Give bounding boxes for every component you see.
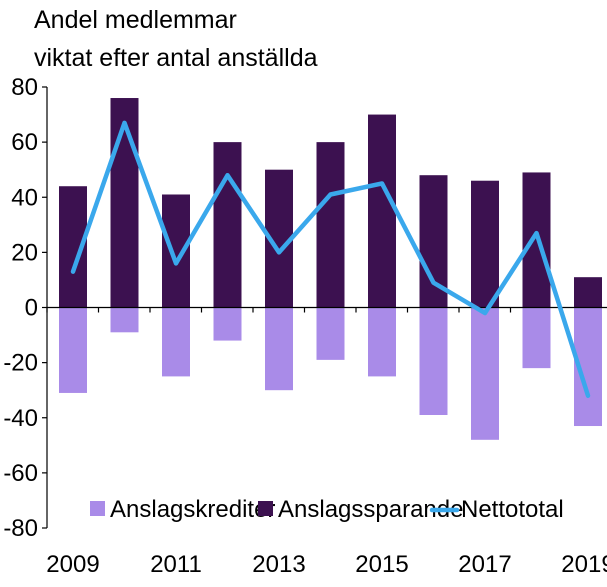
y-tick-label: -20 <box>3 350 38 377</box>
x-tick-label-2013: 2013 <box>252 551 305 578</box>
chart-title-line-1: Andel medlemmar <box>34 6 237 34</box>
legend-label: Nettototal <box>461 496 564 523</box>
bar-anslagskrediter-2012 <box>213 307 242 341</box>
y-tick-label: 60 <box>11 129 38 156</box>
bar-anslagskrediter-2013 <box>265 307 293 391</box>
legend-label: Anslagskrediter <box>110 496 275 523</box>
legend-swatch <box>258 501 273 516</box>
x-tick-label-2019: 2019 <box>561 551 607 578</box>
bar-anslagssparande-2015 <box>368 114 396 308</box>
bar-anslagssparande-2012 <box>213 142 242 308</box>
y-tick-label: 20 <box>11 239 38 266</box>
y-tick-label: 80 <box>11 74 38 101</box>
y-tick-label: 0 <box>25 295 38 322</box>
bar-anslagssparande-2017 <box>471 180 499 308</box>
anslagskrediter-bars <box>59 307 602 440</box>
x-tick-label-2009: 2009 <box>46 551 99 578</box>
bar-anslagssparande-2014 <box>316 142 345 308</box>
y-tick-label: -40 <box>3 405 38 432</box>
y-axis: 80 60 40 20 0 -20 -40 -60 -80 <box>3 74 48 542</box>
legend-item-nettototal: Nettototal <box>429 496 564 523</box>
anslagssparande-bars <box>59 98 602 308</box>
bar-anslagskrediter-2017 <box>471 307 499 440</box>
bar-anslagssparande-2010 <box>110 98 139 308</box>
y-tick-label: -80 <box>3 515 38 542</box>
y-tick-label: -60 <box>3 460 38 487</box>
nettototal-line-layer <box>70 120 591 398</box>
bar-anslagssparande-2019 <box>574 277 602 308</box>
bar-anslagskrediter-2011 <box>162 307 190 377</box>
bar-anslagskrediter-2016 <box>419 307 448 415</box>
bar-anslagskrediter-2018 <box>522 307 551 369</box>
bar-anslagskrediter-2009 <box>59 307 87 393</box>
bar-anslagskrediter-2014 <box>316 307 345 360</box>
x-tick-label-2015: 2015 <box>355 551 408 578</box>
x-tick-label-2017: 2017 <box>458 551 511 578</box>
bar-anslagskrediter-2015 <box>368 307 396 377</box>
x-axis: 2009 2011 2013 2015 2017 2019 <box>46 306 607 578</box>
x-tick-label-2011: 2011 <box>150 551 202 578</box>
chart-title-line-2: viktat efter antal anställda <box>34 44 318 72</box>
legend-swatch <box>90 501 105 516</box>
y-tick-label: 40 <box>11 184 38 211</box>
bar-anslagskrediter-2010 <box>110 307 139 333</box>
bar-anslagssparande-2016 <box>419 175 448 308</box>
legend-item-anslagskrediter: Anslagskrediter <box>90 496 275 523</box>
